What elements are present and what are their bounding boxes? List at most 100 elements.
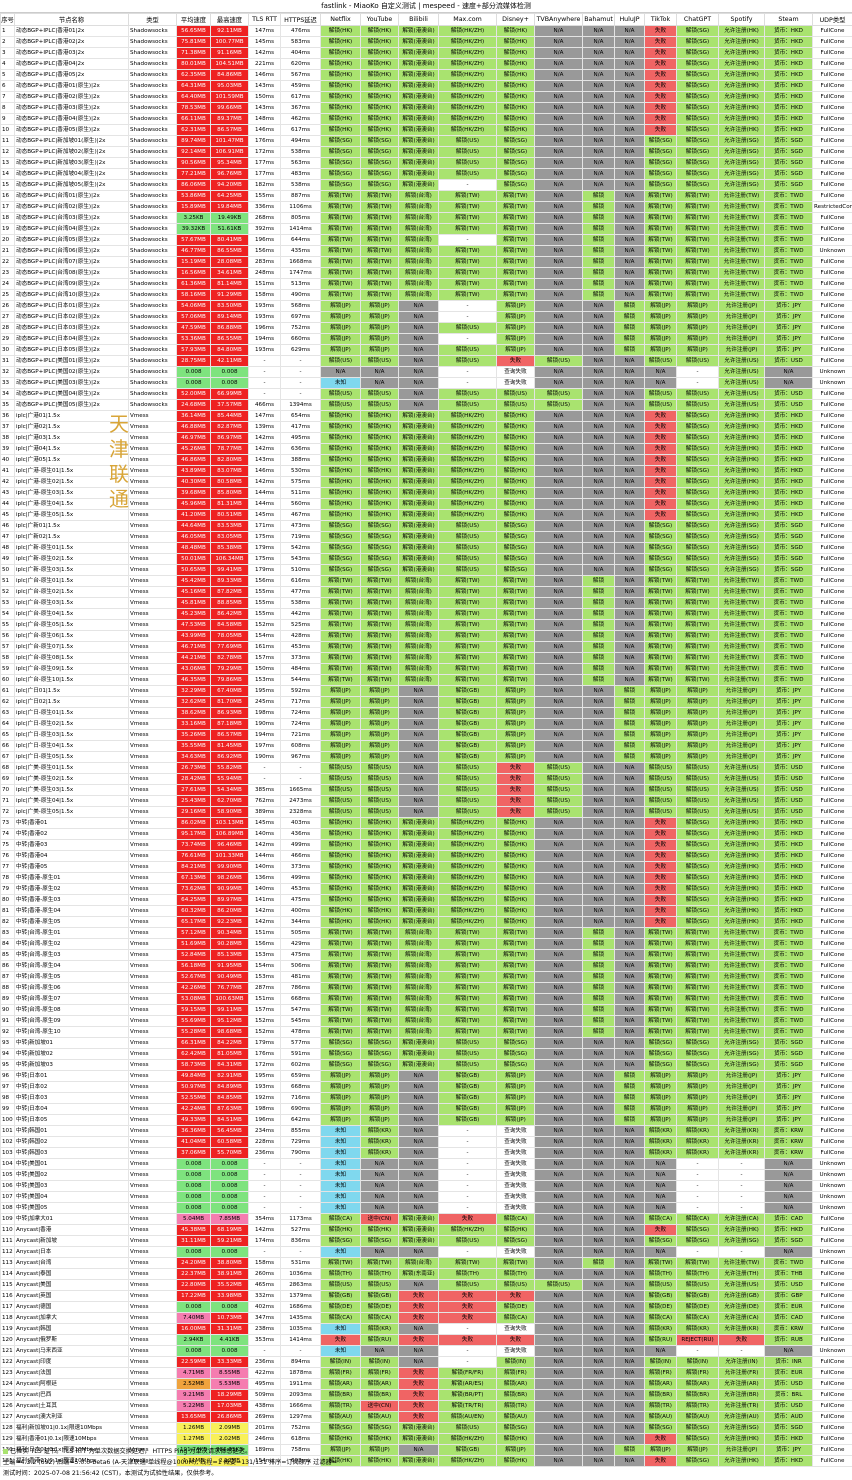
max-speed: 78.77MB	[210, 443, 249, 455]
table-row: 114 Anycast|泰国 Vmess 22.37MB 38.91MB 260ms 103…	[0, 1268, 852, 1280]
table-row: 45 iplc|广港-原生05|1.5x Vmess 41.20MB 80.51MB 14…	[0, 509, 852, 521]
media-yt: N/A	[360, 1345, 399, 1357]
media-max_c: -	[438, 1158, 497, 1170]
media-dis: 失败	[496, 784, 535, 796]
tls-rtt: 392ms	[248, 223, 281, 235]
row-index: 77	[0, 861, 15, 873]
row-index: 90	[0, 1004, 15, 1016]
media-max_c: 解锁(TW)	[438, 927, 497, 939]
media-max_c: 解锁(HK/ZH)	[438, 894, 497, 906]
https-latency: 836ms	[280, 1235, 321, 1247]
max-speed: 94.20MB	[210, 179, 249, 191]
node-type: Shadowsocks	[128, 80, 177, 92]
media-bili: 解锁(港澳台)	[398, 850, 439, 862]
https-latency: 477ms	[280, 586, 321, 598]
avg-speed: 5.22MB	[176, 1400, 211, 1412]
media-spot: 允许注册(SG)	[718, 542, 765, 554]
row-index: 118	[0, 1312, 15, 1324]
row-index: 98	[0, 1092, 15, 1104]
row-index: 122	[0, 1356, 15, 1368]
media-yt: 解锁(US)	[360, 773, 399, 785]
row-index: 93	[0, 1037, 15, 1049]
max-speed: 89.33MB	[210, 575, 249, 587]
node-name: 动态BGP+IPLC|台湾05(原生)|2x	[14, 234, 129, 246]
max-speed: 82.80MB	[210, 454, 249, 466]
media-max_c: 解锁(TW)	[438, 278, 497, 290]
table-row: 36 iplc|广港01|1.5x Vmess 36.14MB 85.44MB 147ms…	[0, 410, 852, 422]
media-baha: N/A	[582, 1158, 615, 1170]
media-tvb: N/A	[534, 839, 583, 851]
node-name: 动态BGP+IPLC|美国05(原生)|2x	[14, 399, 129, 411]
media-max_c: 解锁(US)	[438, 1059, 497, 1071]
table-row: 3 动态BGP+IPLC|香港03|2x Shadowsocks 71.38MB 91.…	[0, 47, 852, 59]
media-tvb: N/A	[534, 135, 583, 147]
column-header: Bilibili	[398, 13, 439, 26]
media-bili: 解锁(港澳台)	[398, 564, 439, 576]
row-index: 50	[0, 564, 15, 576]
table-row: 90 中转|台湾-原生08 Vmess 59.15MB 99.11MB 157ms 547m…	[0, 1004, 852, 1016]
table-row: 101 中转|韩国01 Vmess 36.36MB 56.45MB 234ms 855ms 未…	[0, 1125, 852, 1137]
media-gpt: 解锁(TW)	[676, 652, 719, 664]
media-gpt: 解锁(SG)	[676, 58, 719, 70]
node-name: iplc|广美-原生02|1.5x	[14, 773, 129, 785]
node-name: 中转|台湾-原生04	[14, 960, 129, 972]
media-yt: 解锁(US)	[360, 1279, 399, 1291]
max-speed: 83.05MB	[210, 531, 249, 543]
media-hulu: N/A	[614, 157, 645, 169]
media-baha: N/A	[582, 894, 615, 906]
media-tt: 失败	[644, 410, 677, 422]
max-speed: 10.73MB	[210, 1312, 249, 1324]
media-dis: 解锁(HK)	[496, 36, 535, 48]
media-max_c: 解锁(GB)	[438, 1092, 497, 1104]
media-tvb: 解锁(US)	[534, 388, 583, 400]
media-max_c: 解锁(GB)	[438, 751, 497, 763]
node-name: 中转|香港-原生03	[14, 894, 129, 906]
media-dis: 解锁(TW)	[496, 982, 535, 994]
https-latency: 729ms	[280, 1136, 321, 1148]
media-yt: 解锁(HK)	[360, 102, 399, 114]
media-yt: 解锁(JP)	[360, 1081, 399, 1093]
max-speed: 106.89MB	[210, 828, 249, 840]
node-type: Vmess	[128, 1334, 177, 1346]
row-index: 80	[0, 894, 15, 906]
table-row: 44 iplc|广港-原生04|1.5x Vmess 45.96MB 81.31MB 14…	[0, 498, 852, 510]
media-hulu: N/A	[614, 190, 645, 202]
media-max_c: 解锁(HK/ZH)	[438, 883, 497, 895]
udp-type: FullCone	[812, 1070, 852, 1082]
media-dis: 解锁(SG)	[496, 531, 535, 543]
avg-speed: 1.27MB	[176, 1433, 211, 1445]
row-index: 33	[0, 377, 15, 389]
media-gpt: 解锁(SG)	[676, 905, 719, 917]
media-tvb: N/A	[534, 597, 583, 609]
media-hulu: N/A	[614, 663, 645, 675]
avg-speed: 45.96MB	[176, 498, 211, 510]
https-latency: 344ms	[280, 916, 321, 928]
media-gpt: 解锁(TW)	[676, 234, 719, 246]
udp-type: FullCone	[812, 586, 852, 598]
row-index: 13	[0, 157, 15, 169]
max-speed: 101.33MB	[210, 850, 249, 862]
media-nf: 解锁(SG)	[320, 1059, 361, 1071]
node-type: Vmess	[128, 1202, 177, 1214]
media-gpt: 解锁(SG)	[676, 124, 719, 136]
row-index: 69	[0, 773, 15, 785]
media-spot: 允许注册(SG)	[718, 1048, 765, 1060]
media-dis: 失败	[496, 795, 535, 807]
media-baha: N/A	[582, 355, 615, 367]
media-bili: N/A	[398, 795, 439, 807]
media-bili: 解锁(台湾)	[398, 1004, 439, 1016]
media-baha: 解锁	[582, 597, 615, 609]
media-spot: 允许注册(HK)	[718, 883, 765, 895]
table-row: 127 Anycast|澳大利亚 Vmess 13.65MB 26.86MB 269ms 1…	[0, 1411, 852, 1423]
https-latency: 591ms	[280, 1048, 321, 1060]
row-index: 107	[0, 1191, 15, 1203]
table-row: 58 iplc|广台-原生08|1.5x Vmess 44.21MB 82.78MB 15…	[0, 652, 852, 664]
media-spot: 允许注册(HK)	[718, 839, 765, 851]
media-max_c: 解锁(TW)	[438, 993, 497, 1005]
udp-type: FullCone	[812, 322, 852, 334]
media-bili: N/A	[398, 311, 439, 323]
avg-speed: 2.94KB	[176, 1334, 211, 1346]
media-tt: 解锁(TW)	[644, 663, 677, 675]
media-nf: 解锁(JP)	[320, 729, 361, 741]
media-bili: N/A	[398, 1092, 439, 1104]
